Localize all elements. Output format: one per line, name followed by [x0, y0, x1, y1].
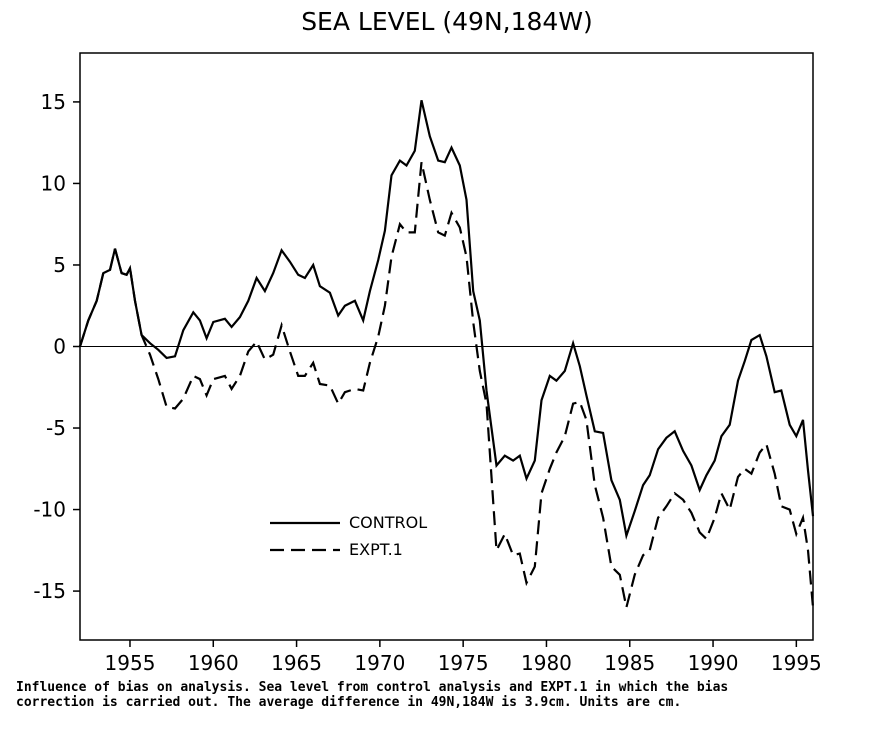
x-tick-label: 1980 — [521, 651, 572, 675]
y-tick-label: 15 — [41, 90, 66, 114]
caption-line: Influence of bias on analysis. Sea level… — [16, 680, 728, 695]
y-tick-label: -15 — [33, 579, 66, 603]
y-tick-label: 10 — [41, 171, 66, 195]
x-tick-label: 1975 — [438, 651, 489, 675]
series-line — [78, 161, 815, 608]
y-tick-label: 0 — [53, 335, 66, 359]
legend-label: EXPT.1 — [349, 540, 403, 559]
caption-line: correction is carried out. The average d… — [16, 695, 681, 710]
legend-label: CONTROL — [349, 513, 427, 532]
x-tick-label: 1955 — [105, 651, 156, 675]
y-tick-label: -5 — [46, 416, 66, 440]
chart-title: SEA LEVEL (49N,184W) — [301, 7, 593, 36]
y-tick-label: -10 — [33, 498, 66, 522]
x-tick-label: 1965 — [271, 651, 322, 675]
x-tick-label: 1990 — [688, 651, 739, 675]
x-tick-label: 1995 — [771, 651, 822, 675]
series-line — [78, 100, 815, 540]
x-tick-label: 1985 — [604, 651, 655, 675]
x-tick-label: 1970 — [354, 651, 405, 675]
y-tick-label: 5 — [53, 253, 66, 277]
x-tick-label: 1960 — [188, 651, 239, 675]
